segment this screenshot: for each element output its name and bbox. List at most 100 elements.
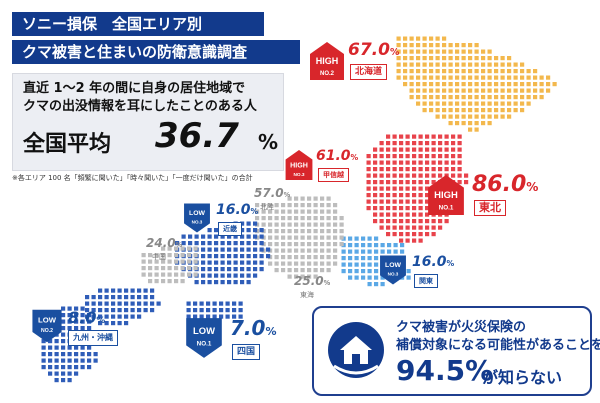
map-dot	[405, 160, 410, 165]
map-dot	[431, 147, 436, 152]
map-dot	[367, 249, 372, 254]
map-dot	[348, 256, 353, 261]
map-dot	[366, 193, 371, 198]
map-dot	[227, 247, 232, 252]
intro-line1: 直近 1～2 年の間に自身の居住地域で	[23, 81, 246, 96]
map-dot	[429, 82, 434, 87]
region-name: 九州・沖縄	[68, 330, 118, 346]
map-dot	[212, 301, 217, 306]
map-dot	[326, 255, 331, 260]
map-dot	[438, 225, 443, 230]
map-dot	[448, 49, 453, 54]
map-dot	[240, 241, 245, 246]
map-dot	[313, 268, 318, 273]
map-dot	[425, 173, 430, 178]
map-dot	[326, 209, 331, 214]
map-dot	[85, 301, 90, 306]
map-dot	[156, 301, 161, 306]
map-dot	[212, 308, 217, 313]
map-dot	[409, 95, 414, 100]
map-dot	[412, 180, 417, 185]
map-dot	[253, 247, 258, 252]
map-dot	[379, 212, 384, 217]
map-dot	[409, 56, 414, 61]
map-dot	[442, 88, 447, 93]
map-dot	[307, 255, 312, 260]
map-dot	[392, 141, 397, 146]
map-dot	[174, 279, 179, 284]
map-dot	[274, 203, 279, 208]
region-value: 25.0%	[294, 274, 331, 288]
region-value: 16.0%	[216, 202, 259, 218]
map-dot	[438, 134, 443, 139]
map-dot	[474, 114, 479, 119]
map-dot	[412, 212, 417, 217]
map-dot	[281, 235, 286, 240]
region-value: 24.0%	[146, 236, 183, 250]
map-dot	[386, 232, 391, 237]
map-dot	[232, 308, 237, 313]
map-dot	[54, 339, 59, 344]
map-dot	[487, 56, 492, 61]
average-unit: %	[258, 130, 279, 154]
insurance-callout: クマ被害が火災保険の 補償対象になる可能性があることを 94.5% が知らない	[312, 306, 600, 396]
map-dot	[429, 43, 434, 48]
map-dot	[201, 260, 206, 265]
map-dot	[61, 339, 66, 344]
map-dot	[74, 371, 79, 376]
map-dot	[429, 75, 434, 80]
map-dot	[74, 313, 79, 318]
map-dot	[294, 261, 299, 266]
map-dot	[416, 56, 421, 61]
map-dot	[412, 134, 417, 139]
map-dot	[233, 260, 238, 265]
map-dot	[61, 352, 66, 357]
map-dot	[500, 101, 505, 106]
map-dot	[274, 209, 279, 214]
map-dot	[281, 261, 286, 266]
map-dot	[416, 95, 421, 100]
map-dot	[526, 82, 531, 87]
map-dot	[212, 314, 217, 319]
map-dot	[405, 193, 410, 198]
map-dot	[468, 95, 473, 100]
map-dot	[533, 75, 538, 80]
map-dot	[418, 141, 423, 146]
map-dot	[399, 206, 404, 211]
map-dot	[399, 167, 404, 172]
map-dot	[67, 358, 72, 363]
map-dot	[361, 262, 366, 267]
map-dot	[41, 339, 46, 344]
map-dot	[373, 167, 378, 172]
callout-line1: クマ被害が火災保険の	[396, 320, 527, 335]
map-dot	[526, 95, 531, 100]
map-dot	[379, 180, 384, 185]
map-dot	[307, 235, 312, 240]
map-dot	[348, 236, 353, 241]
map-dot	[300, 222, 305, 227]
map-dot	[386, 180, 391, 185]
region-kinki: LOW NO.3 16.0% 近畿	[182, 202, 282, 242]
map-dot	[418, 160, 423, 165]
map-dot	[307, 203, 312, 208]
map-dot	[438, 160, 443, 165]
map-dot	[141, 272, 146, 277]
map-dot	[74, 352, 79, 357]
map-dot	[418, 232, 423, 237]
map-dot	[379, 193, 384, 198]
map-dot	[373, 193, 378, 198]
map-dot	[468, 82, 473, 87]
map-dot	[507, 75, 512, 80]
map-dot	[61, 306, 66, 311]
map-dot	[348, 262, 353, 267]
map-dot	[274, 222, 279, 227]
map-dot	[373, 212, 378, 217]
map-dot	[206, 308, 211, 313]
map-dot	[379, 154, 384, 159]
map-dot	[333, 242, 338, 247]
region-value: 16.0%	[412, 254, 455, 270]
map-dot	[98, 295, 103, 300]
map-dot	[399, 199, 404, 204]
map-dot	[451, 167, 456, 172]
map-dot	[300, 242, 305, 247]
